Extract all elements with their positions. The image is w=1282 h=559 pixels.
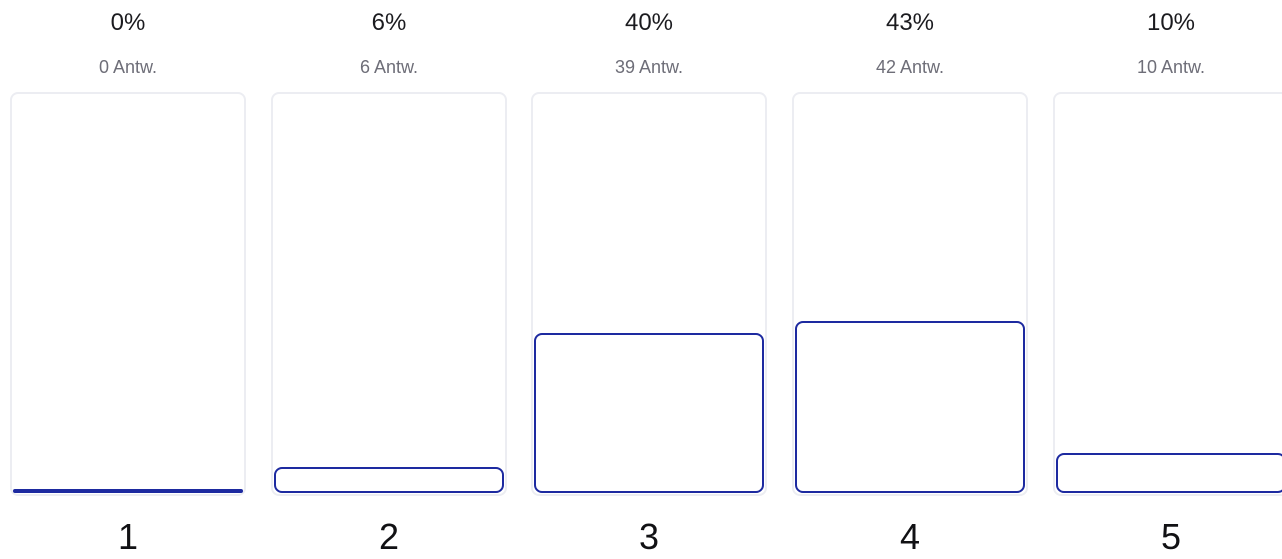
category-label: 1 [117, 516, 139, 557]
category-label: 3 [638, 516, 660, 557]
category-label: 4 [899, 516, 921, 557]
bar-fill [795, 321, 1025, 493]
percent-label: 40% [624, 9, 674, 36]
percent-label: 10% [1146, 9, 1196, 36]
bar-fill [274, 467, 504, 493]
bar-fill [13, 489, 243, 493]
bar-track [10, 92, 246, 496]
bar-track [792, 92, 1028, 496]
answer-count-label: 10 Antw. [1136, 57, 1206, 77]
answer-count-label: 0 Antw. [98, 57, 158, 77]
bar-track [1053, 92, 1282, 496]
category-label: 2 [378, 516, 400, 557]
rating-column-3: 40% 39 Antw. 3 [531, 0, 767, 559]
percent-label: 0% [110, 9, 146, 36]
bar-track [531, 92, 767, 496]
rating-column-4: 43% 42 Antw. 4 [792, 0, 1028, 559]
bar-fill [1056, 453, 1282, 493]
percent-label: 43% [885, 9, 935, 36]
category-label: 5 [1160, 516, 1182, 557]
bar-fill [534, 333, 764, 493]
rating-column-5: 10% 10 Antw. 5 [1053, 0, 1282, 559]
rating-column-1: 0% 0 Antw. 1 [10, 0, 246, 559]
rating-column-2: 6% 6 Antw. 2 [271, 0, 507, 559]
bar-track [271, 92, 507, 496]
answer-count-label: 39 Antw. [614, 57, 684, 77]
answer-count-label: 42 Antw. [875, 57, 945, 77]
percent-label: 6% [371, 9, 407, 36]
answer-count-label: 6 Antw. [359, 57, 419, 77]
